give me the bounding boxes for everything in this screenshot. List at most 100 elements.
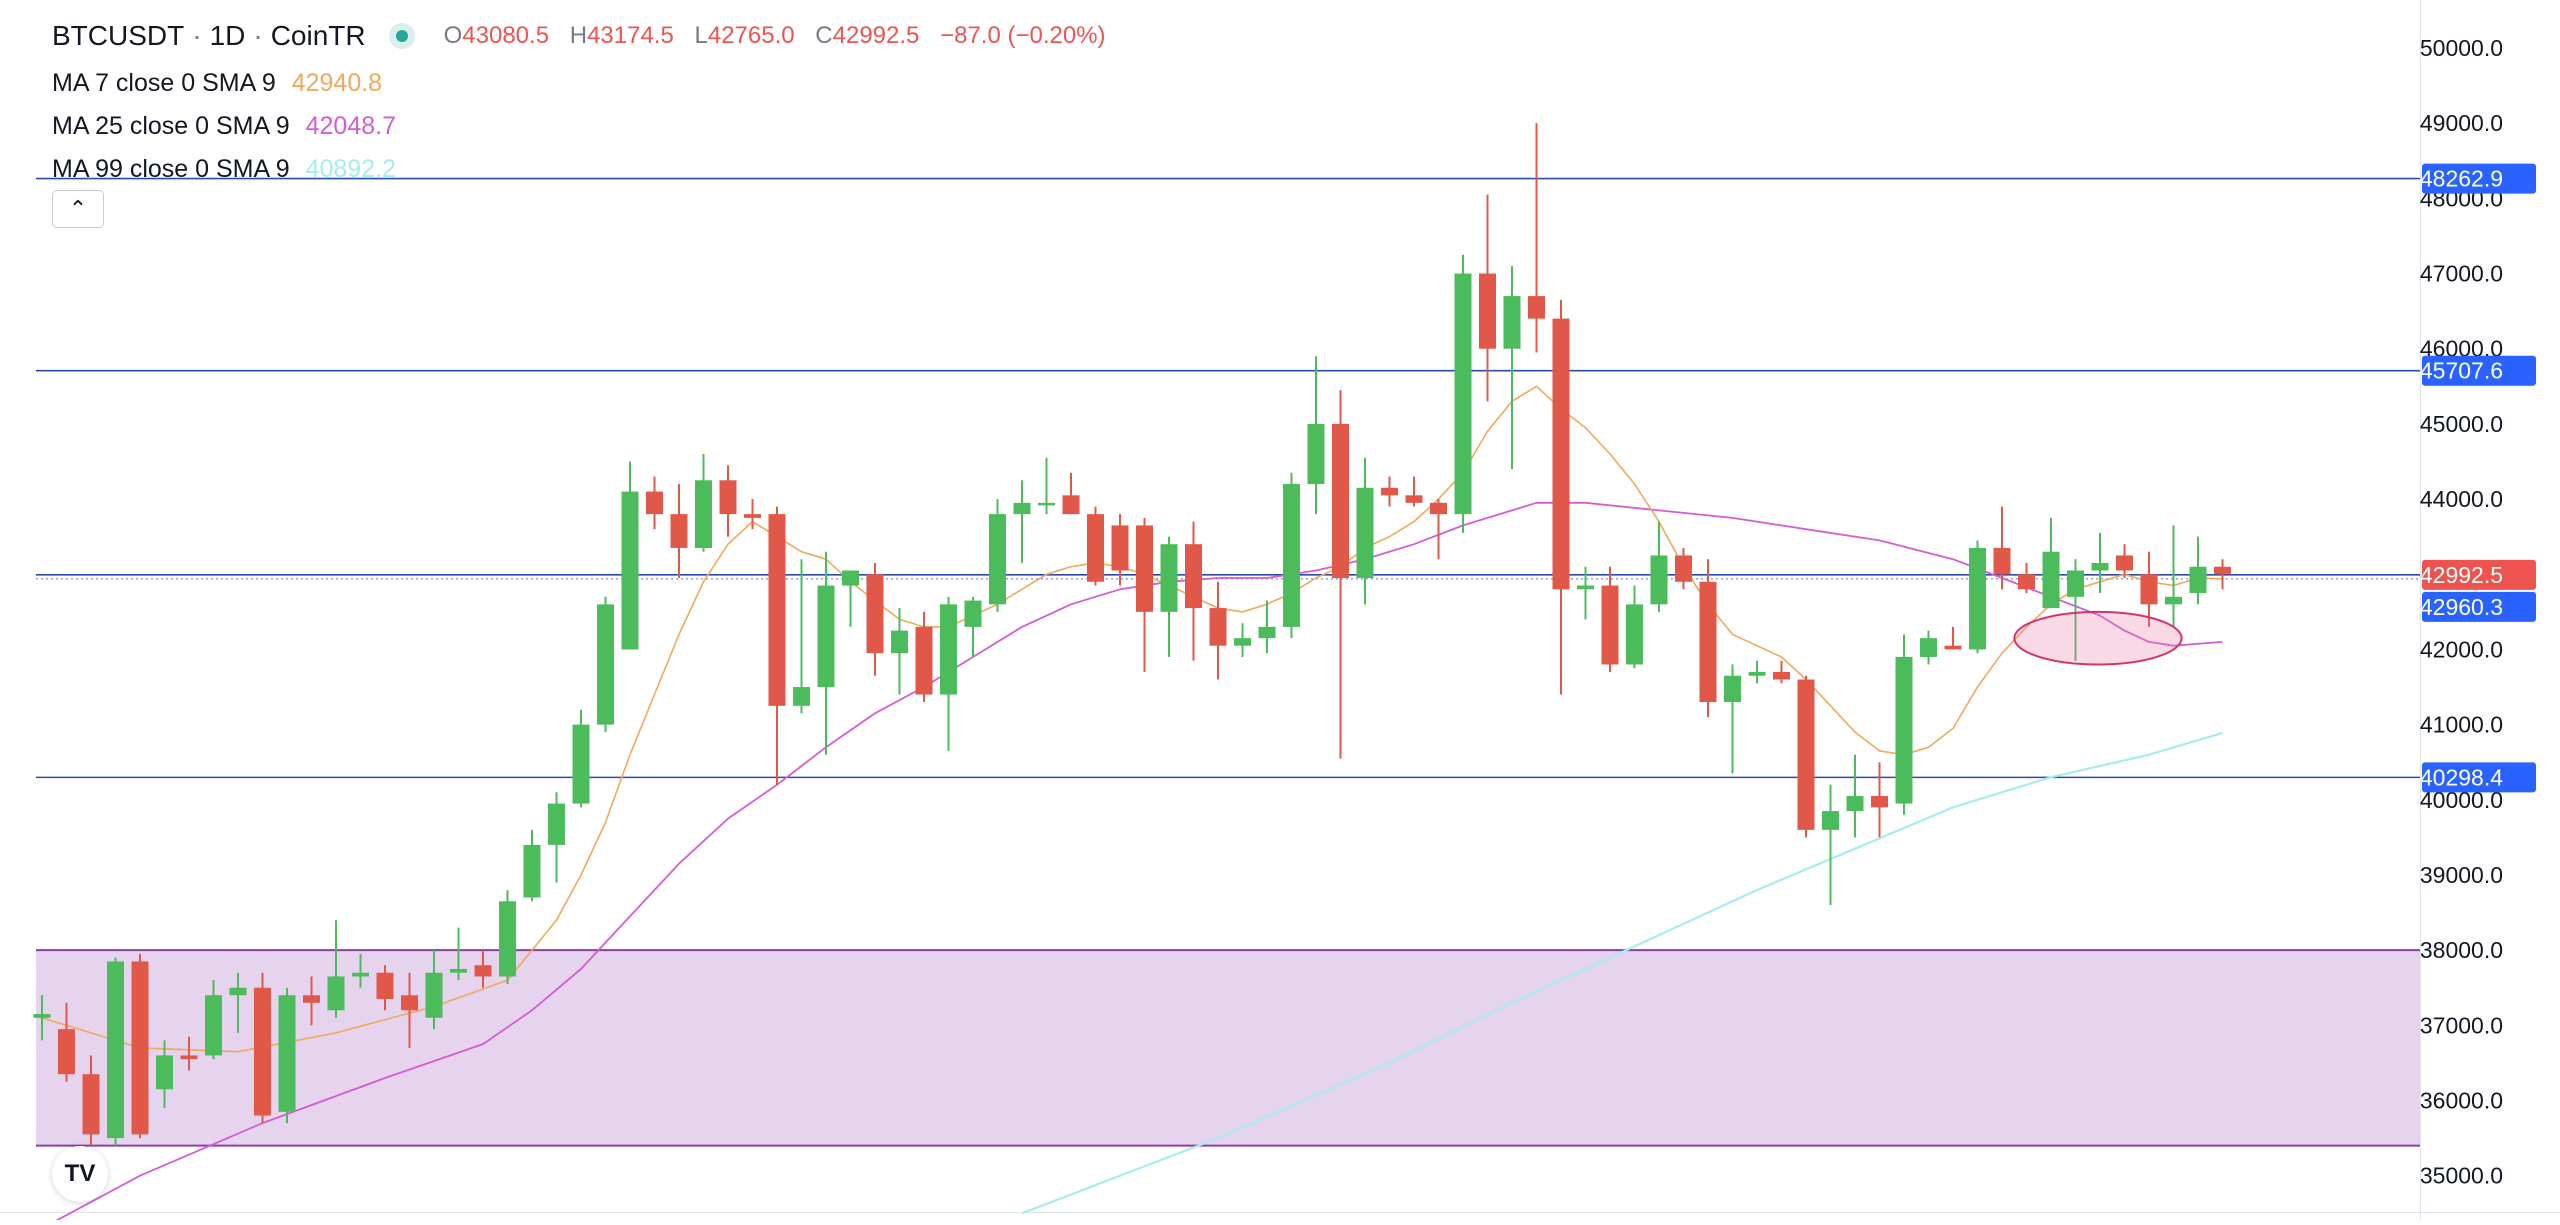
candle-body [891, 630, 908, 654]
interval[interactable]: 1D [209, 20, 246, 51]
candle-body [2189, 566, 2207, 594]
candle [425, 950, 443, 1030]
candle-body [523, 844, 541, 898]
tradingview-logo[interactable]: TV [52, 1146, 108, 1202]
indicator-value: 40892.2 [305, 155, 396, 183]
indicator-value: 42048.7 [305, 112, 396, 140]
candle [719, 465, 737, 537]
candle [1283, 472, 1300, 639]
candle [156, 1040, 173, 1109]
candle-body [82, 1074, 100, 1135]
candle [1234, 623, 1251, 657]
open-value: 43080.5 [462, 22, 550, 49]
candle-body [1822, 811, 1839, 830]
candle-body [964, 600, 982, 627]
candle [2116, 544, 2133, 579]
candle-body [180, 1055, 198, 1060]
candle [1038, 457, 1055, 515]
candle-body [1846, 796, 1864, 812]
candle-body [646, 491, 663, 515]
separator: · [192, 20, 202, 51]
indicator-label: MA 25 close 0 SMA 9 [52, 112, 290, 140]
candle-body [1283, 484, 1300, 627]
candle-body [1013, 502, 1031, 515]
candle [1454, 254, 1472, 533]
candle-body [1773, 671, 1790, 680]
candle-body [1356, 487, 1374, 579]
chart-legend: BTCUSDT · 1D · CoinTR O43080.5 H43174.5 … [52, 18, 1106, 191]
y-tick-label: 47000.0 [2420, 261, 2503, 287]
candle-body [205, 995, 222, 1056]
indicator-ma7[interactable]: MA 7 close 0 SMA 9 42940.8 [52, 62, 1106, 105]
candle [2042, 517, 2060, 609]
candle [1626, 585, 1643, 669]
indicator-ma25[interactable]: MA 25 close 0 SMA 9 42048.7 [52, 105, 1106, 148]
candle [1822, 784, 1839, 906]
candle [1773, 660, 1790, 684]
candle [1479, 194, 1496, 402]
candle [793, 559, 810, 714]
indicator-value: 42940.8 [291, 69, 383, 97]
candle-body [1307, 423, 1325, 485]
candle-body [2116, 555, 2133, 571]
candle-body [1626, 604, 1643, 665]
candle-body [793, 687, 810, 706]
candle [1601, 566, 1619, 672]
candle [842, 570, 859, 627]
collapse-legend-button[interactable]: ⌃ [52, 190, 104, 228]
candle-body [376, 972, 394, 1000]
exchange-name: CoinTR [270, 20, 366, 51]
indicator-ma99[interactable]: MA 99 close 0 SMA 9 40892.2 [52, 148, 1106, 191]
candle [1871, 762, 1888, 838]
candle [621, 461, 639, 650]
candle [1699, 559, 1717, 718]
y-tick-label: 37000.0 [2420, 1012, 2503, 1038]
candle-body [33, 1014, 51, 1018]
candle [1430, 499, 1447, 560]
candle-body [327, 976, 345, 1011]
candle [964, 596, 982, 657]
logo-text: TV [64, 1160, 96, 1187]
candle [1160, 536, 1178, 657]
candle-body [1503, 296, 1521, 349]
symbol-row: BTCUSDT · 1D · CoinTR O43080.5 H43174.5 … [52, 18, 1106, 54]
candle-body [695, 480, 712, 548]
candle [1356, 457, 1374, 605]
candle-body [866, 574, 884, 654]
symbol-name[interactable]: BTCUSDT [52, 20, 185, 51]
y-tick-label: 50000.0 [2420, 35, 2503, 61]
candle-body [1038, 502, 1055, 506]
current-price-tag-text: 42992.5 [2420, 562, 2503, 588]
candle-body [1111, 525, 1129, 571]
candle-body [352, 972, 369, 977]
candle-body [989, 514, 1006, 605]
candle [1258, 600, 1276, 654]
level-price-tag-text: 40298.4 [2420, 764, 2503, 790]
candle [1062, 472, 1080, 515]
level-price-tag-bg [2422, 355, 2536, 386]
candle-body [1136, 525, 1153, 612]
candle [1013, 480, 1031, 563]
candle [891, 608, 908, 695]
highlight-ellipse [2013, 610, 2183, 666]
candle [1675, 547, 1692, 590]
candle [205, 980, 222, 1060]
candle [401, 972, 418, 1048]
candle [2165, 525, 2182, 627]
candle-body [768, 514, 786, 706]
candle [572, 709, 590, 808]
candle-body [2091, 562, 2109, 571]
change-value: −87.0 (−0.20%) [940, 22, 1106, 49]
candle-body [1234, 638, 1251, 646]
zone-fill [36, 950, 2420, 1146]
candle [376, 965, 394, 1011]
candle-body [1871, 796, 1888, 808]
candle [1650, 521, 1668, 612]
candle-body [450, 968, 467, 973]
candle [1332, 390, 1349, 759]
candle [817, 551, 835, 755]
candle [1087, 506, 1104, 586]
candle-body [670, 514, 688, 548]
